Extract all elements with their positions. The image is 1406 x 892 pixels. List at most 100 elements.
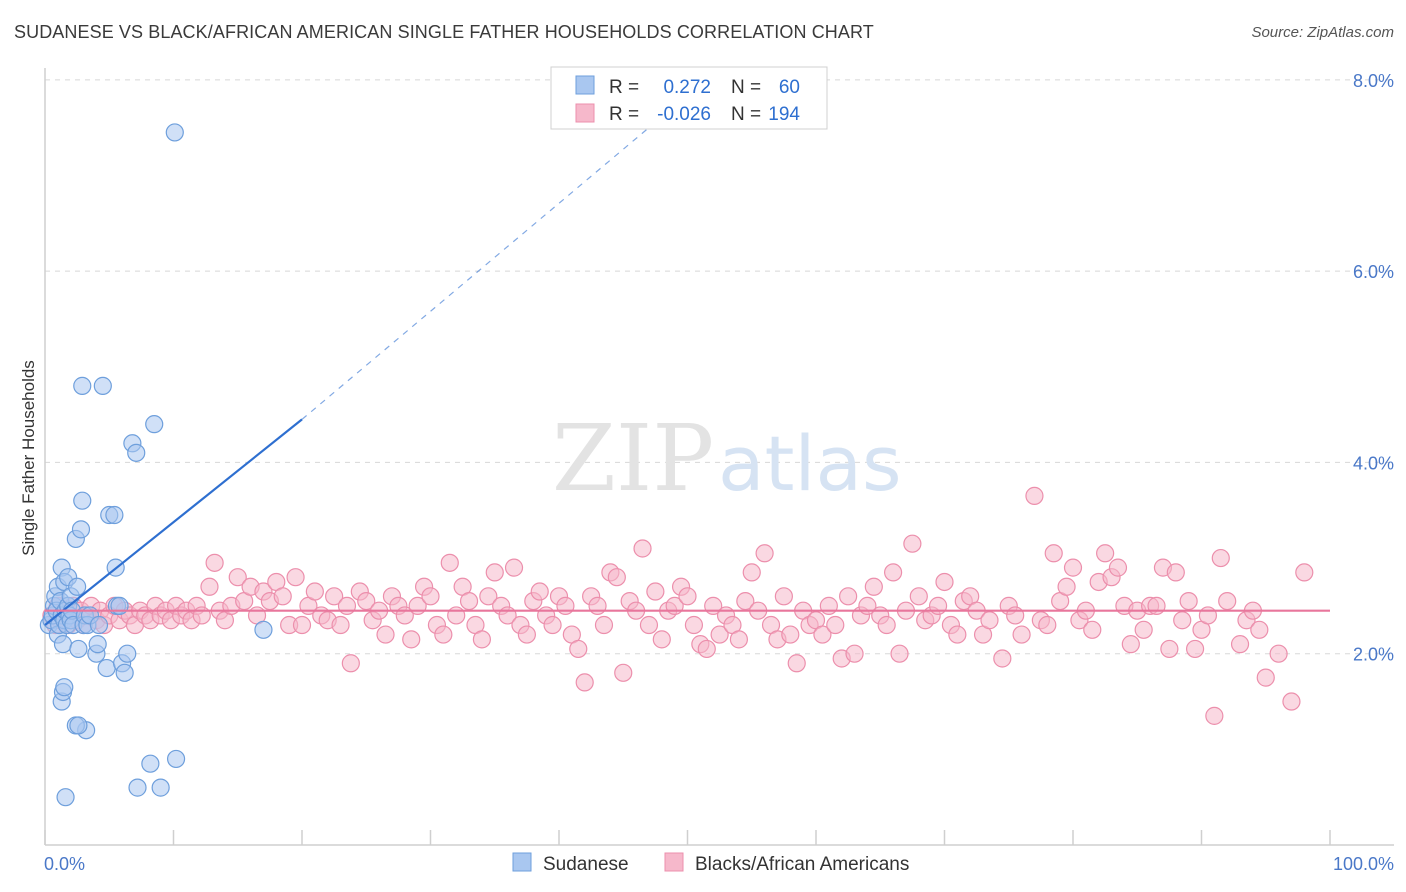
correlation-legend: R = 0.272 N = 60 R = -0.026 N = 194 [550,66,828,130]
legend-n-value-2: 194 [768,104,800,125]
series-sudanese [39,123,273,807]
data-point-black [1205,706,1224,725]
data-point-sudanese [254,620,273,639]
data-point-sudanese [88,635,107,654]
data-point-black [569,639,588,659]
data-point-black [845,644,864,663]
data-point-sudanese [73,491,92,510]
data-point-black [1038,615,1057,635]
data-point-sudanese [127,443,146,462]
data-point-black [678,587,697,606]
legend-r-label-1: R = [609,77,639,98]
watermark-zip: ZIP [552,405,714,512]
data-point-black [1256,668,1275,687]
data-point-sudanese [69,716,88,735]
data-point-black [1295,563,1314,582]
data-point-black [755,544,774,563]
data-point-sudanese [115,663,134,682]
data-point-black [639,615,659,635]
legend-r-value-2: -0.026 [657,104,711,125]
data-point-black [530,582,549,601]
data-point-sudanese [110,596,129,615]
data-point-black [877,615,896,635]
source-label: Source: ZipAtlas.com [1251,24,1394,41]
data-point-black [192,606,211,625]
axes [44,68,1394,846]
y-tick-label: 8.0% [1353,71,1394,91]
data-point-black [729,630,749,649]
data-point-black [781,625,800,644]
data-point-sudanese [89,615,109,635]
y-tick-label: 2.0% [1353,645,1394,665]
x-ticks [44,830,1331,845]
watermark-atlas: atlas [718,419,902,508]
data-point-black [305,582,324,601]
data-point-sudanese [128,778,147,797]
data-point-black [1057,577,1076,596]
data-point-black [517,625,536,644]
data-point-black [909,587,928,606]
data-point-black [774,587,793,606]
data-point-black [376,625,395,644]
data-point-sudanese [165,123,184,142]
data-point-black [710,625,729,644]
data-point-black [1179,591,1198,611]
data-point-black [594,615,614,635]
data-point-black [440,553,459,572]
data-point-black [1282,692,1301,711]
chart-title: SUDANESE VS BLACK/AFRICAN AMERICAN SINGL… [14,22,874,42]
x-tick-label-min: 0.0% [44,854,85,874]
grid-lines [45,79,1394,655]
data-point-black [1025,486,1044,505]
data-point-black [864,577,883,596]
legend-r-label-2: R = [609,104,639,125]
data-point-black [1134,620,1153,639]
data-point-black [614,663,633,682]
legend-n-value-1: 60 [779,77,800,98]
data-point-black [485,563,504,582]
data-point-black [928,596,948,615]
data-point-sudanese [56,788,75,807]
data-point-black [325,587,344,606]
data-point-black [472,630,491,649]
data-point-black [826,615,845,635]
data-point-black [883,563,903,582]
data-point-black [993,649,1012,668]
y-tick-labels: 2.0% 4.0% 6.0% 8.0% [1353,71,1394,665]
data-point-sudanese [166,749,186,769]
data-point-sudanese [105,505,124,525]
data-point-sudanese [53,635,73,654]
data-point-black [697,639,716,659]
data-point-sudanese [93,376,112,395]
data-point-sudanese [145,415,164,434]
series-legend: Sudanese Blacks/African Americans [512,852,909,875]
data-point-black [459,591,479,611]
data-point-sudanese [71,520,91,539]
data-point-black [1096,544,1115,563]
data-point-black [434,625,453,644]
data-point-black [1211,548,1230,568]
data-point-black [402,630,421,649]
watermark: ZIP atlas [552,405,902,512]
trend-lines [44,127,1330,626]
trend-line-sudanese-extension [301,127,650,420]
data-point-black [1044,544,1063,563]
data-point-black [1250,620,1269,639]
bottom-legend-swatch-sudanese [512,852,532,872]
data-point-black [890,644,909,663]
data-point-black [504,558,524,577]
data-point-black [935,572,954,592]
data-point-black [205,553,224,572]
data-point-black [228,568,247,587]
y-axis-label: Single Father Households [19,360,38,556]
data-point-black [819,596,838,615]
data-point-black [1198,606,1218,625]
data-point-black [646,582,665,601]
data-point-sudanese [69,639,88,659]
data-point-black [1006,606,1025,625]
data-point-black [556,596,575,615]
bottom-legend-sudanese: Sudanese [543,854,629,875]
data-point-black [479,587,498,606]
data-point-sudanese [141,754,160,773]
bottom-legend-swatch-black [664,852,684,872]
